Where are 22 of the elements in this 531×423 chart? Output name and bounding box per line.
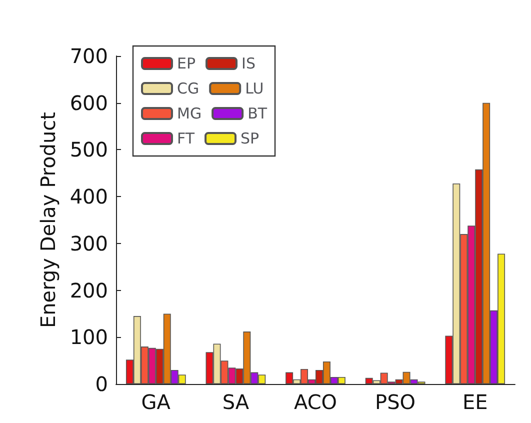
y-tick-label: 600 [70,90,108,115]
legend-label: LU [245,80,264,98]
y-tick-label: 400 [70,184,108,209]
legend-label: MG [177,104,202,122]
y-tick-label: 300 [70,231,108,256]
y-tick-label: 100 [70,325,108,350]
x-tick-label: SA [222,390,250,414]
legend-label: IS [242,54,256,72]
legend-label: BT [248,104,268,122]
y-tick-label: 0 [95,372,108,396]
x-tick-label: ACO [294,390,338,414]
legend-label: EP [177,54,196,72]
legend-label: CG [177,80,200,98]
x-tick-label: GA [141,390,171,414]
legend-label: FT [177,130,196,148]
y-axis-title: Energy Delay Product [36,112,60,328]
y-tick-label: 500 [70,138,108,162]
legend-label: SP [240,130,260,148]
y-tick-label: 700 [70,44,108,68]
y-tick-label: 200 [70,278,108,302]
x-tick-label: PSO [375,390,416,414]
x-tick-label: EE [462,390,488,414]
